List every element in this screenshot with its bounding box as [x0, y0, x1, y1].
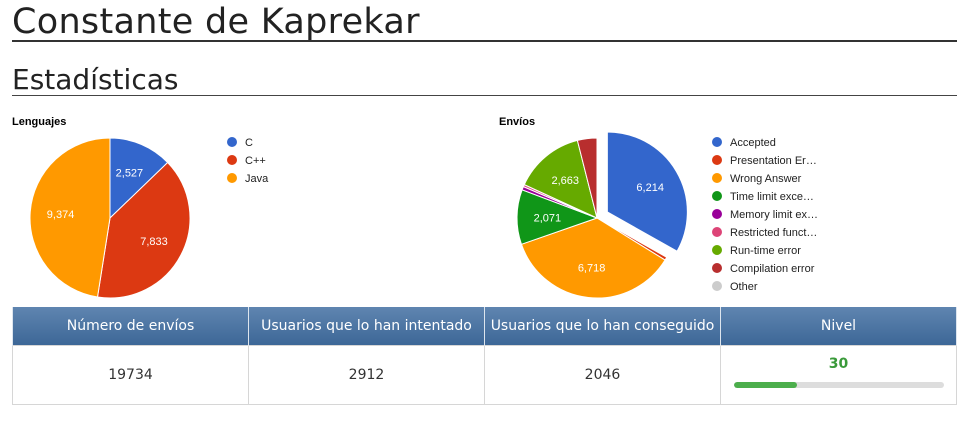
- legend-marker-time-limit-exce: [712, 191, 722, 201]
- pie-slice-c[interactable]: [96, 161, 191, 299]
- section-divider: [12, 95, 957, 96]
- legend-item-run-time-error[interactable]: Run-time error: [730, 245, 801, 257]
- level-progress-bar: [733, 382, 944, 388]
- section-title: Estadísticas: [12, 63, 179, 96]
- title-divider: [12, 40, 957, 42]
- legend-item-compilation-error[interactable]: Compilation error: [730, 263, 815, 275]
- legend-item-presentation-er[interactable]: Presentation Er…: [730, 155, 817, 167]
- pie-slice-compilation-error[interactable]: [576, 137, 598, 219]
- legend-marker-accepted: [712, 137, 722, 147]
- header-users-solved: Usuarios que lo han conseguido: [484, 307, 721, 346]
- pie-slice-java[interactable]: [29, 137, 111, 298]
- legend-marker-compilation-error: [712, 263, 722, 273]
- legend-marker-memory-limit-ex: [712, 209, 722, 219]
- slice-label-time-limit-exce: 2,071: [534, 212, 562, 224]
- stats-row: 19734 2912 2046 30: [12, 345, 957, 405]
- page-title: Constante de Kaprekar: [12, 2, 420, 42]
- chart-title: Envíos: [499, 116, 535, 128]
- chart-title: Lenguajes: [12, 116, 66, 128]
- legend-item-time-limit-exce[interactable]: Time limit exce…: [730, 191, 814, 203]
- legend-marker-presentation-er: [712, 155, 722, 165]
- users-solved-count: 2046: [484, 345, 721, 405]
- slice-label-java: 9,374: [47, 209, 75, 221]
- languages-pie-chart[interactable]: Lenguajes 2,527 7,833 9,374 C C++ Java: [8, 112, 308, 302]
- slice-label-wrong-answer: 6,718: [578, 262, 606, 274]
- pie-slice-wrong-answer[interactable]: [520, 217, 666, 299]
- legend-marker-restricted-funct: [712, 227, 722, 237]
- submissions-pie-svg: Envíos 6,214 6,718 2,071 2,663 Accepted Presen…: [499, 116, 818, 299]
- legend-marker-wrong-answer: [712, 173, 722, 183]
- stats-table: Número de envíos Usuarios que lo han int…: [12, 307, 957, 405]
- slice-label-c: 2,527: [116, 167, 144, 179]
- pie-slice-c[interactable]: [109, 137, 169, 220]
- level-value: 30: [828, 356, 849, 372]
- users-tried-count: 2912: [248, 345, 485, 405]
- languages-pie-svg: Lenguajes 2,527 7,833 9,374 C C++ Java: [12, 116, 269, 299]
- slice-label-run-time-error: 2,663: [552, 175, 580, 187]
- legend-marker-c: [227, 155, 237, 165]
- level-progress-fill: [733, 382, 797, 388]
- stats-header-row: Número de envíos Usuarios que lo han int…: [12, 307, 957, 346]
- legend-item-memory-limit-ex[interactable]: Memory limit ex…: [730, 209, 818, 221]
- level-cell: 30: [720, 345, 957, 405]
- legend-item-restricted-funct[interactable]: Restricted funct…: [730, 227, 817, 239]
- submissions-count: 19734: [12, 345, 249, 405]
- legend-marker-run-time-error: [712, 245, 722, 255]
- pie-slice-run-time-error[interactable]: [523, 139, 598, 219]
- legend-marker-c: [227, 137, 237, 147]
- header-level: Nivel: [720, 307, 957, 346]
- legend-marker-java: [227, 173, 237, 183]
- legend-item-other[interactable]: Other: [730, 281, 758, 293]
- submissions-pie-chart[interactable]: Envíos 6,214 6,718 2,071 2,663 Accepted Presen…: [495, 112, 835, 302]
- legend-item-c[interactable]: C: [245, 137, 253, 149]
- legend-item-java[interactable]: Java: [245, 173, 269, 185]
- legend-item-wrong-answer[interactable]: Wrong Answer: [730, 173, 802, 185]
- slice-label-accepted: 6,214: [636, 182, 664, 194]
- slice-label-c: 7,833: [140, 236, 168, 248]
- header-users-tried: Usuarios que lo han intentado: [248, 307, 485, 346]
- legend-item-accepted[interactable]: Accepted: [730, 137, 776, 149]
- legend-marker-other: [712, 281, 722, 291]
- header-submissions: Número de envíos: [12, 307, 249, 346]
- legend-item-c[interactable]: C++: [245, 155, 266, 167]
- pie-slice-accepted[interactable]: [606, 131, 688, 252]
